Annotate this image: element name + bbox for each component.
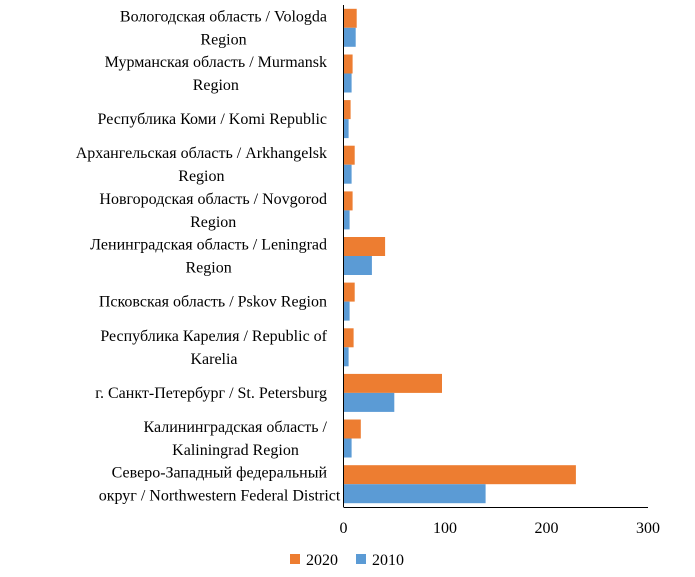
bar-2020-3 xyxy=(343,145,355,165)
category-label-2-line-0: Республика Коми / Komi Republic xyxy=(98,111,327,128)
category-label-7-line-0: Республика Карелия / Republic of xyxy=(100,328,327,345)
category-label-3-line-0: Архангельская область / Arkhangelsk xyxy=(76,145,327,162)
legend-label-2010: 2010 xyxy=(372,552,404,569)
bar-2010-2 xyxy=(343,119,349,139)
bar-2010-4 xyxy=(343,210,350,230)
legend-swatch-2020 xyxy=(290,554,300,564)
category-label-10-line-1: округ / Northwestern Federal District xyxy=(99,488,341,505)
x-tick-label-1: 100 xyxy=(433,520,457,537)
bar-2020-6 xyxy=(343,282,355,302)
bar-2010-0 xyxy=(343,27,356,47)
bars-group xyxy=(343,8,576,504)
bar-2010-5 xyxy=(343,256,372,275)
category-label-9-line-1: Kaliningrad Region xyxy=(172,442,299,459)
legend-swatch-2010 xyxy=(356,554,366,564)
bar-2020-1 xyxy=(343,54,353,74)
bar-2020-4 xyxy=(343,191,353,211)
category-label-4-line-1: Region xyxy=(190,214,236,231)
category-label-6-line-0: Псковская область / Pskov Region xyxy=(99,294,327,311)
bar-2020-8 xyxy=(343,373,442,393)
bar-2010-9 xyxy=(343,438,352,458)
category-label-9-line-0: Калининградская область / xyxy=(144,419,328,436)
x-tick-labels: 0 100 200 300 xyxy=(340,520,661,537)
bar-2010-8 xyxy=(343,392,395,412)
x-tick-label-0: 0 xyxy=(340,520,348,537)
bar-2010-3 xyxy=(343,164,352,184)
bar-2020-10 xyxy=(343,465,576,485)
bar-2010-1 xyxy=(343,73,352,93)
bar-2010-7 xyxy=(343,347,349,367)
category-label-0-line-0: Вологодская область / Vologda xyxy=(120,8,327,25)
bar-2020-9 xyxy=(343,419,361,439)
x-tick-label-3: 300 xyxy=(636,520,660,537)
bar-2020-0 xyxy=(343,8,357,28)
category-label-8-line-0: г. Санкт-Петербург / St. Petersburg xyxy=(95,385,327,402)
category-label-0-line-1: Region xyxy=(200,31,246,48)
x-tick-label-2: 200 xyxy=(535,520,559,537)
category-label-5-line-0: Ленинградская область / Leningrad xyxy=(90,237,327,254)
category-label-3-line-1: Region xyxy=(178,168,224,185)
bar-2020-2 xyxy=(343,100,351,120)
category-label-1-line-1: Region xyxy=(193,77,239,94)
category-label-4-line-0: Новгородская область / Novgorod xyxy=(99,191,327,208)
legend-label-2020: 2020 xyxy=(306,552,338,569)
bar-2020-5 xyxy=(343,237,386,256)
bar-2020-7 xyxy=(343,328,354,348)
legend: 2020 2010 xyxy=(290,552,404,569)
category-label-5-line-1: Region xyxy=(185,260,231,277)
bar-2010-10 xyxy=(343,484,486,504)
category-label-1-line-0: Мурманская область / Murmansk xyxy=(105,54,327,71)
category-label-10-line-0: Северо-Западный федеральный xyxy=(112,465,328,482)
category-labels: Вологодская область / Vologda Region Мурма… xyxy=(76,8,341,504)
category-label-7-line-1: Karelia xyxy=(190,351,237,368)
bar-2010-6 xyxy=(343,301,350,321)
